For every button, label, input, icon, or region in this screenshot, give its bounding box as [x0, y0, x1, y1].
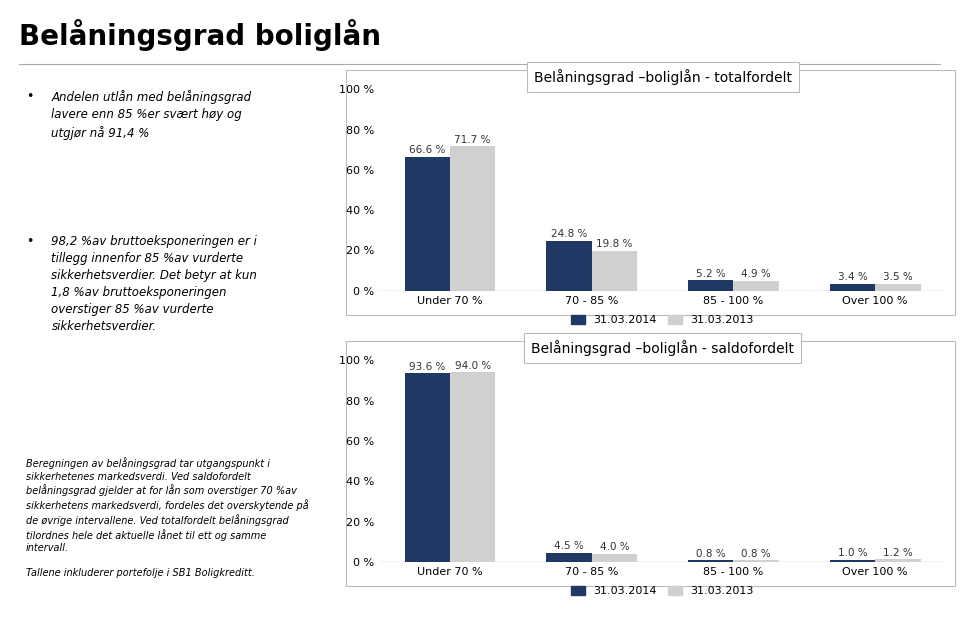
Bar — [450, 372, 495, 562]
Text: 0.8 %: 0.8 % — [696, 549, 726, 559]
Bar — [688, 561, 733, 562]
Title: Belåningsgrad –boliglån - totalfordelt: Belåningsgrad –boliglån - totalfordelt — [534, 70, 792, 85]
Bar — [829, 560, 876, 562]
Text: Belåningsgrad boliglån: Belåningsgrad boliglån — [19, 20, 381, 51]
Bar — [546, 241, 591, 291]
Text: 19.8 %: 19.8 % — [596, 240, 633, 249]
Bar — [733, 281, 779, 291]
Bar — [829, 284, 876, 291]
Title: Belåningsgrad –boliglån - saldofordelt: Belåningsgrad –boliglån - saldofordelt — [531, 341, 794, 356]
Text: 5.2 %: 5.2 % — [696, 269, 726, 279]
Bar — [450, 146, 495, 291]
Bar — [591, 554, 637, 562]
Text: Andelen utlån med belåningsgrad
lavere enn 85 %er svært høy og
utgjør nå 91,4 %: Andelen utlån med belåningsgrad lavere e… — [52, 90, 252, 140]
Text: 1.2 %: 1.2 % — [883, 548, 913, 558]
Text: 3.4 %: 3.4 % — [838, 272, 868, 283]
Text: 4.0 %: 4.0 % — [600, 542, 629, 552]
Bar — [876, 284, 921, 291]
Text: 98,2 %av bruttoeksponeringen er i
tillegg innenfor 85 %av vurderte
sikkerhetsver: 98,2 %av bruttoeksponeringen er i tilleg… — [52, 235, 257, 333]
Bar — [688, 281, 733, 291]
Text: 94.0 %: 94.0 % — [454, 361, 491, 371]
Text: •: • — [26, 235, 33, 248]
Text: 71.7 %: 71.7 % — [454, 135, 491, 145]
Bar — [404, 374, 450, 562]
Text: 3.5 %: 3.5 % — [883, 272, 913, 282]
Text: 0.8 %: 0.8 % — [741, 549, 771, 559]
Bar — [404, 157, 450, 291]
Text: 66.6 %: 66.6 % — [409, 145, 445, 155]
Text: 93.6 %: 93.6 % — [409, 362, 445, 372]
Text: 1.0 %: 1.0 % — [838, 549, 867, 558]
Text: 24.8 %: 24.8 % — [551, 229, 588, 239]
Bar — [591, 251, 637, 291]
Bar — [546, 553, 591, 562]
Text: 4.5 %: 4.5 % — [554, 541, 584, 551]
Bar — [733, 561, 779, 562]
Text: Beregningen av belåningsgrad tar utgangspunkt i
sikkerhetenes markedsverdi. Ved : Beregningen av belåningsgrad tar utgangs… — [26, 458, 308, 578]
Text: •: • — [26, 90, 33, 103]
Bar — [876, 559, 921, 562]
Text: Side   14: Side 14 — [34, 603, 85, 616]
Legend: 31.03.2014, 31.03.2013: 31.03.2014, 31.03.2013 — [567, 310, 758, 329]
Legend: 31.03.2014, 31.03.2013: 31.03.2014, 31.03.2013 — [567, 581, 758, 600]
Text: 4.9 %: 4.9 % — [741, 269, 771, 279]
